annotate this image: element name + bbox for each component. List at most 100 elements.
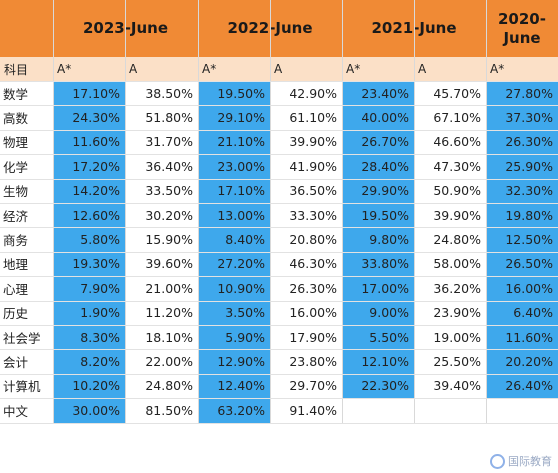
a-rate-cell: 31.70% [125, 129, 198, 155]
astar-rate-cell: 16.00% [486, 276, 558, 301]
astar-rate-cell: 27.20% [198, 251, 270, 277]
a-rate-cell: 47.30% [414, 154, 486, 179]
subject-name: 地理 [0, 251, 53, 277]
year-header: 2020-June [486, 0, 558, 57]
astar-rate-cell: 27.80% [486, 81, 558, 106]
astar-rate-cell: 25.90% [486, 154, 558, 179]
a-rate-cell: 19.00% [414, 325, 486, 350]
a-rate-cell: 36.20% [414, 276, 486, 301]
row-divider [0, 276, 558, 278]
subject-name: 会计 [0, 349, 53, 374]
a-rate-cell: 33.50% [125, 178, 198, 203]
astar-rate-cell: 26.40% [486, 373, 558, 399]
row-divider [0, 227, 558, 229]
astar-rate-cell: 17.10% [198, 178, 270, 203]
grade-column-header: A* [198, 57, 270, 81]
astar-rate-cell: 28.40% [342, 154, 414, 179]
a-rate-cell: 50.90% [414, 178, 486, 203]
column-divider [414, 0, 415, 423]
astar-rate-cell: 26.30% [486, 129, 558, 155]
a-rate-cell: 36.40% [125, 154, 198, 179]
subject-column-header: 科目 [0, 57, 53, 81]
row-divider [0, 251, 558, 253]
grade-column-header: A [270, 57, 342, 81]
watermark-logo-icon [490, 453, 505, 469]
astar-rate-cell: 20.20% [486, 349, 558, 374]
row-divider [0, 178, 558, 180]
astar-rate-cell: 8.40% [198, 227, 270, 252]
a-rate-cell: 23.80% [270, 349, 342, 374]
a-rate-cell: 61.10% [270, 105, 342, 130]
a-rate-cell: 38.50% [125, 81, 198, 106]
subject-name: 社会学 [0, 325, 53, 350]
astar-rate-cell: 26.70% [342, 129, 414, 155]
a-rate-cell: 20.80% [270, 227, 342, 252]
a-rate-cell: 29.70% [270, 373, 342, 399]
astar-rate-cell: 11.60% [486, 325, 558, 350]
grade-column-header: A [125, 57, 198, 81]
astar-rate-cell: 23.40% [342, 81, 414, 106]
column-divider [125, 0, 126, 423]
subject-name: 计算机 [0, 373, 53, 399]
row-divider [0, 154, 558, 156]
subject-name: 历史 [0, 300, 53, 325]
a-rate-cell: 17.90% [270, 325, 342, 350]
watermark: 国际教育 [490, 453, 552, 469]
subject-name: 高数 [0, 105, 53, 130]
a-rate-cell: 58.00% [414, 251, 486, 277]
a-rate-cell: 39.40% [414, 373, 486, 399]
astar-rate-cell: 19.80% [486, 203, 558, 228]
a-rate-cell: 25.50% [414, 349, 486, 374]
row-divider [0, 203, 558, 204]
astar-rate-cell: 10.20% [53, 373, 125, 399]
a-rate-cell: 30.20% [125, 203, 198, 228]
astar-rate-cell: 32.30% [486, 178, 558, 203]
a-rate-cell: 46.60% [414, 129, 486, 155]
astar-rate-cell [342, 398, 414, 423]
row-divider [0, 398, 558, 400]
astar-rate-cell: 1.90% [53, 300, 125, 325]
a-rate-cell: 81.50% [125, 398, 198, 423]
astar-rate-cell: 10.90% [198, 276, 270, 301]
astar-rate-cell: 24.30% [53, 105, 125, 130]
subject-name: 中文 [0, 398, 53, 423]
astar-rate-cell: 9.00% [342, 300, 414, 325]
a-rate-cell: 39.90% [414, 203, 486, 228]
astar-rate-cell: 9.80% [342, 227, 414, 252]
astar-rate-cell: 12.50% [486, 227, 558, 252]
astar-rate-cell: 14.20% [53, 178, 125, 203]
astar-rate-cell: 19.30% [53, 251, 125, 277]
row-divider [0, 373, 558, 375]
a-rate-cell: 26.30% [270, 276, 342, 301]
a-rate-cell: 16.00% [270, 300, 342, 325]
column-divider [53, 0, 54, 423]
a-rate-cell: 22.00% [125, 349, 198, 374]
astar-rate-cell: 17.20% [53, 154, 125, 179]
astar-rate-cell: 7.90% [53, 276, 125, 301]
row-divider [0, 105, 558, 107]
astar-rate-cell: 17.00% [342, 276, 414, 301]
astar-rate-cell: 11.60% [53, 129, 125, 155]
a-rate-cell: 23.90% [414, 300, 486, 325]
subject-name: 数学 [0, 81, 53, 106]
a-rate-cell: 45.70% [414, 81, 486, 106]
a-rate-cell: 21.00% [125, 276, 198, 301]
astar-rate-cell: 21.10% [198, 129, 270, 155]
astar-rate-cell: 63.20% [198, 398, 270, 423]
subject-name: 心理 [0, 276, 53, 301]
astar-rate-cell: 8.20% [53, 349, 125, 374]
subject-name: 商务 [0, 227, 53, 252]
row-divider [0, 422, 558, 424]
grade-column-header: A* [342, 57, 414, 81]
astar-rate-cell: 6.40% [486, 300, 558, 325]
astar-rate-cell: 29.90% [342, 178, 414, 203]
row-divider [0, 129, 558, 131]
watermark-text: 国际教育 [508, 455, 552, 468]
astar-rate-cell: 13.00% [198, 203, 270, 228]
a-rate-cell: 91.40% [270, 398, 342, 423]
astar-rate-cell: 17.10% [53, 81, 125, 106]
grade-column-header: A* [53, 57, 125, 81]
astar-rate-cell: 8.30% [53, 325, 125, 350]
grade-column-header: A [414, 57, 486, 81]
a-rate-cell [414, 398, 486, 423]
